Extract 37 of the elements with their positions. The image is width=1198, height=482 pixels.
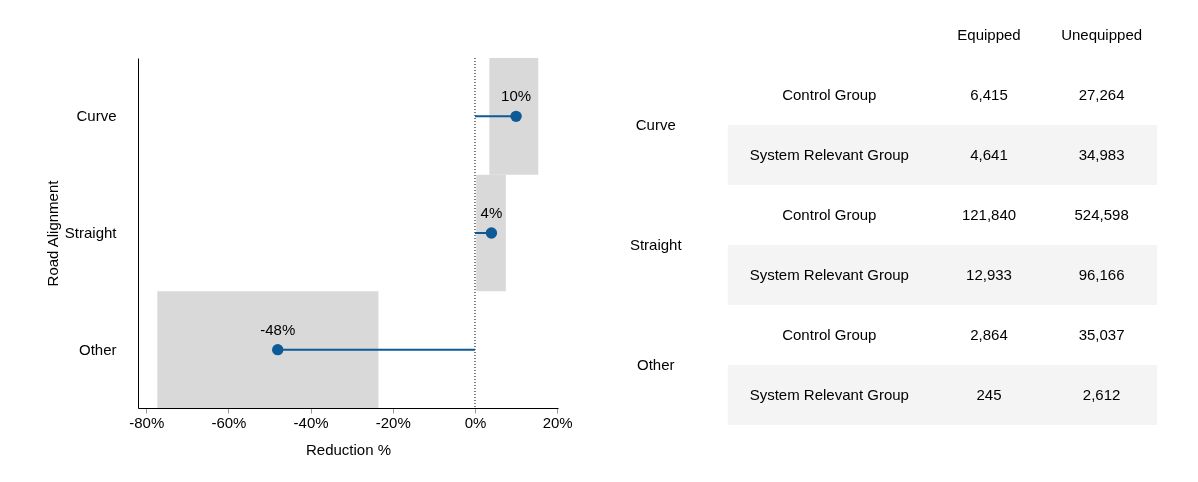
y-axis-title: Road Alignment [43,179,61,287]
category-label: Control Group [782,326,877,344]
text: 524,598 [1074,206,1129,224]
category-label: Control Group [782,86,877,104]
text: 35,037 [1078,326,1125,344]
x-tick-label: -60% [211,413,247,431]
text: 245 [976,386,1002,404]
category-label: Unequipped [1061,26,1143,44]
text: 121,840 [961,206,1017,224]
x-tick-label: -20% [375,413,411,431]
x-tick-label: -40% [293,413,329,431]
text: Other [637,356,675,374]
x-tick-label: 20% [542,413,573,431]
y-tick-label: Other [78,340,117,358]
text: 2,612 [1082,386,1121,404]
data-label: -48% [260,320,296,338]
x-axis-title: Reduction % [305,440,392,458]
category-label: Control Group [782,206,877,224]
data-label: 4% [480,204,503,221]
text: 12,933 [966,266,1012,284]
category-label: System Relevant Group [749,266,909,284]
x-tick-label: 0% [464,413,487,431]
text: 6,415 [970,86,1008,104]
category-label: System Relevant Group [749,386,909,404]
text: 27,264 [1078,86,1125,104]
text: 34,983 [1078,146,1125,164]
text: 4,641 [970,146,1008,164]
text: 96,166 [1078,266,1125,284]
data-label: 10% [501,87,532,105]
category-label: Equipped [957,26,1021,44]
text: Straight [629,236,683,254]
y-tick-label: Straight [64,224,118,241]
text: 2,864 [970,326,1008,344]
x-tick-label: -80% [129,413,165,431]
text: Curve [635,116,676,134]
category-label: System Relevant Group [749,146,909,164]
y-tick-label: Curve [76,107,117,125]
